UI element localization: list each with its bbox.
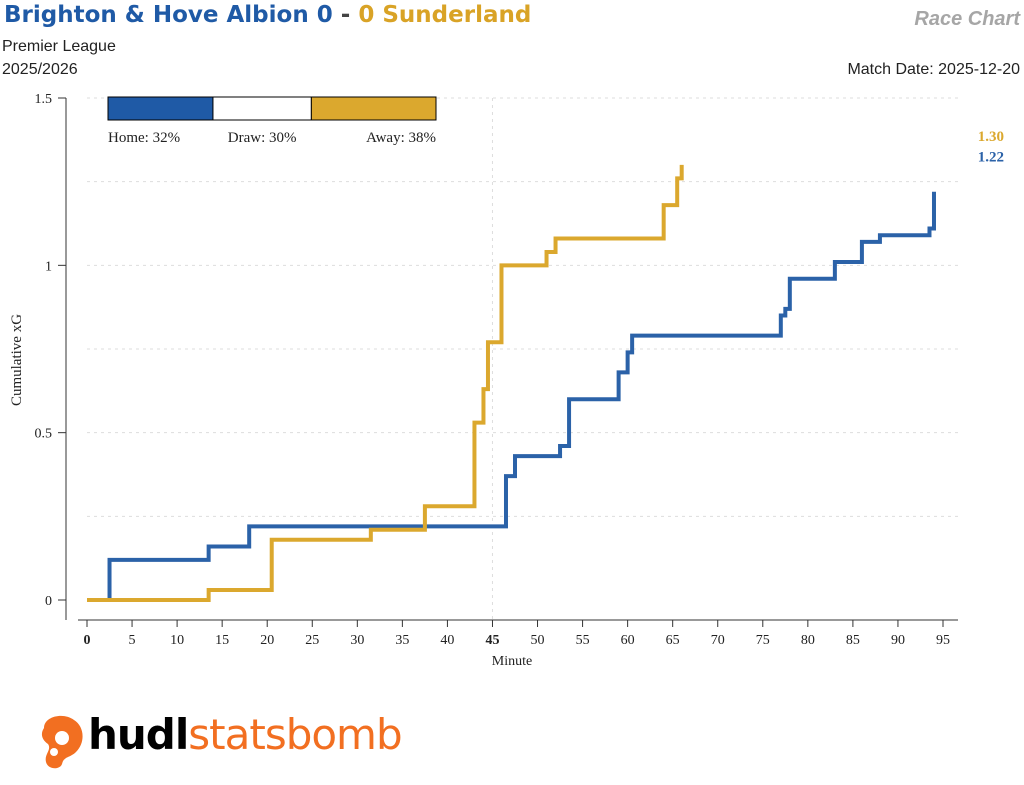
x-tick-label-0: 0 [84,633,91,648]
x-tick-label-13: 65 [666,633,680,648]
score-separator: - [340,2,351,28]
x-tick-label-17: 85 [846,633,860,648]
x-tick-label-3: 15 [215,633,229,648]
y-tick-label-0: 0 [45,594,52,609]
x-tick-label-7: 35 [395,633,409,648]
y-tick-label-2: 1 [45,259,52,274]
win-prob-home-label: Home: 32% [108,130,180,146]
home-xg-end-label: 1.22 [978,150,1004,166]
match-date-value: 2025-12-20 [938,61,1020,78]
x-tick-label-14: 70 [711,633,725,648]
y-tick-label-3: 1.5 [35,92,53,107]
brand-wordmark-light: statsbomb [188,710,402,759]
x-tick-label-2: 10 [170,633,184,648]
match-date: Match Date: 2025-12-20 [847,61,1020,79]
x-tick-label-4: 20 [260,633,274,648]
x-tick-label-12: 60 [621,633,635,648]
brand-wordmark: hudlstatsbomb [88,710,403,759]
x-tick-label-1: 5 [129,633,136,648]
x-tick-label-18: 90 [891,633,905,648]
win-prob-away-segment [310,96,437,121]
match-title: Brighton & Hove Albion 0 - 0 Sunderland [4,2,531,28]
home-team-name: Brighton & Hove Albion [4,2,309,28]
x-tick-label-5: 25 [305,633,319,648]
x-tick-label-16: 80 [801,633,815,648]
race-chart: 0 0.5 1 1.5 0 5 10 15 20 25 30 35 40 45 50 55 60 65 70 75 80… [9,92,1004,669]
win-prob-draw-segment [212,96,312,121]
x-tick-label-6: 30 [350,633,364,648]
brand-wordmark-bold: hudl [88,710,189,759]
win-prob-draw-label: Draw: 30% [228,130,297,146]
away-score: 0 [358,2,375,28]
chart-type-label: Race Chart [914,8,1020,30]
match-date-label: Match Date: [847,61,934,78]
x-tick-label-8: 40 [440,633,454,648]
home-score: 0 [316,2,333,28]
x-tick-label-11: 55 [576,633,590,648]
hudl-logo-icon [41,715,83,769]
season: 2025/2026 [2,61,78,78]
x-axis-label: Minute [492,654,532,669]
league-name: Premier League [2,38,116,55]
away-xg-line [87,164,684,602]
win-prob-away-label: Away: 38% [366,130,436,146]
y-axis-label: Cumulative xG [9,314,25,406]
win-prob-home-segment [107,96,214,121]
x-tick-label-9: 45 [485,633,499,648]
x-tick-label-19: 95 [936,633,950,648]
away-xg-end-label: 1.30 [978,129,1004,145]
away-team-name: Sunderland [382,2,532,28]
home-xg-line [87,191,936,602]
x-tick-label-10: 50 [531,633,545,648]
y-tick-label-1: 0.5 [35,427,53,442]
x-tick-label-15: 75 [756,633,770,648]
